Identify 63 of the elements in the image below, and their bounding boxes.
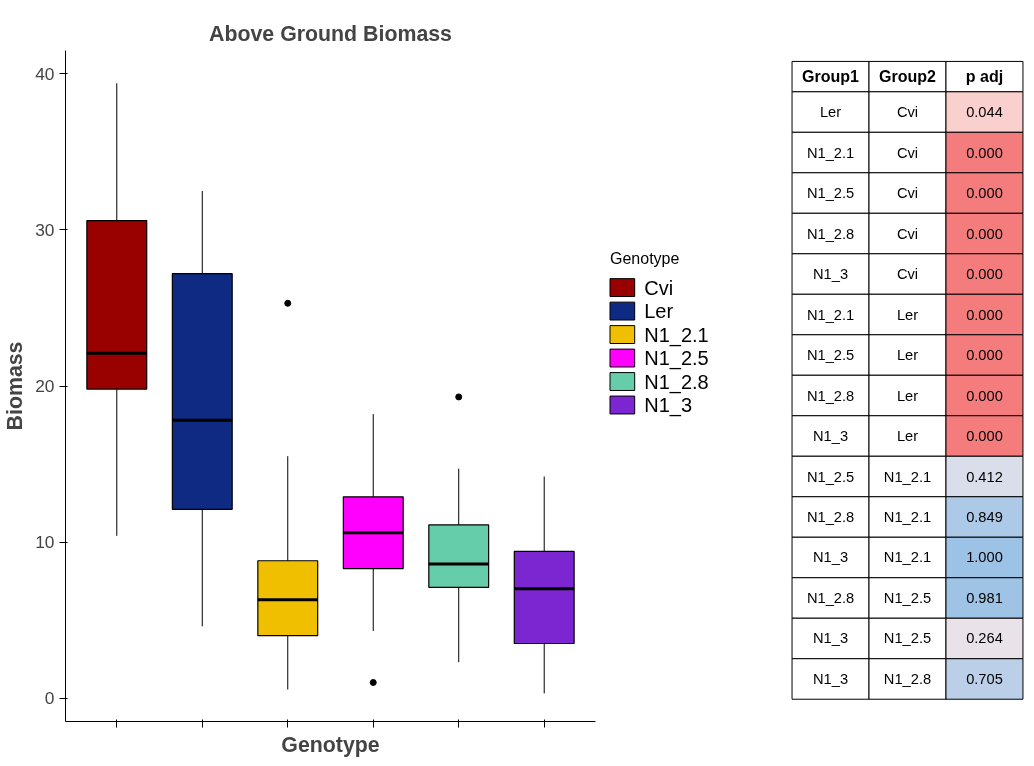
y-axis-title: Group1 [802,68,860,86]
y-tick-label: N1_3 [813,428,849,445]
data-label: 0.000 [966,266,1003,283]
chart-title: Above Ground Biomass [209,21,452,46]
legend-label: N1_2.8 [644,370,709,394]
y2-tick-label: Ler [896,428,919,445]
y-tick-label: N1_2.8 [806,509,855,525]
y2-tick-label: N1_2.5 [883,630,932,647]
data-label: 0.000 [966,387,1003,404]
data-label: 0.000 [966,306,1003,323]
y-tick-label: 40 [35,63,55,84]
data-label: 0.412 [966,468,1003,485]
data-label: 0.044 [966,104,1003,121]
legend-title: Genotype [610,250,680,268]
y2-axis-title: Group2 [879,68,937,86]
y2-tick-label: Ler [896,347,919,364]
y2-tick-label: N1_2.5 [883,589,932,606]
y2-tick-label: Cvi [896,144,919,161]
y2-tick-label: N1_2.8 [883,670,932,687]
y2-tick-label: N1_2.1 [883,549,932,566]
legend-label: N1_2.1 [644,323,709,347]
legend-label: Cvi [644,276,674,299]
y-tick-label: N1_3 [813,266,849,283]
y-axis-title: Biomass [3,341,28,431]
y-tick-label: 20 [35,376,55,396]
y-tick-label: 10 [35,532,55,553]
data-label: 0.981 [966,589,1003,606]
y-tick-label: N1_2.8 [806,387,855,404]
y-tick-label: N1_3 [813,630,849,647]
y2-tick-label: Cvi [896,266,919,283]
data-label: 0.000 [966,144,1003,161]
y2-tick-label: Cvi [896,185,919,202]
y-tick-label: 0 [44,688,55,709]
data-label: 0.000 [966,428,1003,445]
y2-tick-label: Ler [896,387,919,404]
legend-label: N1_3 [644,394,693,418]
y2-tick-label: Cvi [896,104,919,121]
x-tick-label: p adj [965,68,1004,86]
y-tick-label: N1_2.1 [806,306,855,323]
y2-tick-label: N1_2.1 [883,509,932,525]
data-label: 0.705 [966,670,1003,687]
y-tick-label: 30 [35,219,55,240]
y-tick-label: N1_2.5 [806,347,855,364]
data-label: 0.000 [966,225,1003,242]
y2-tick-label: Cvi [896,225,919,242]
x-axis-title: Genotype [281,732,380,757]
data-label: 0.000 [966,347,1003,364]
y-tick-label: Ler [819,104,842,121]
y-tick-label: N1_2.8 [806,589,855,606]
y-tick-label: N1_2.5 [806,185,855,202]
legend-label: Ler [644,300,674,323]
data-label: 0.000 [966,185,1003,202]
data-label: 0.264 [966,630,1003,647]
y2-tick-label: N1_2.1 [883,468,932,485]
y-tick-label: N1_3 [813,549,849,566]
legend-label: N1_2.5 [644,347,709,371]
y-tick-label: N1_3 [813,670,849,687]
y-tick-label: N1_2.5 [806,468,855,485]
y-tick-label: N1_2.8 [806,225,855,242]
y-tick-label: N1_2.1 [806,144,855,161]
y2-tick-label: Ler [896,306,919,323]
data-label: 0.849 [966,509,1003,525]
data-label: 1.000 [966,549,1003,566]
